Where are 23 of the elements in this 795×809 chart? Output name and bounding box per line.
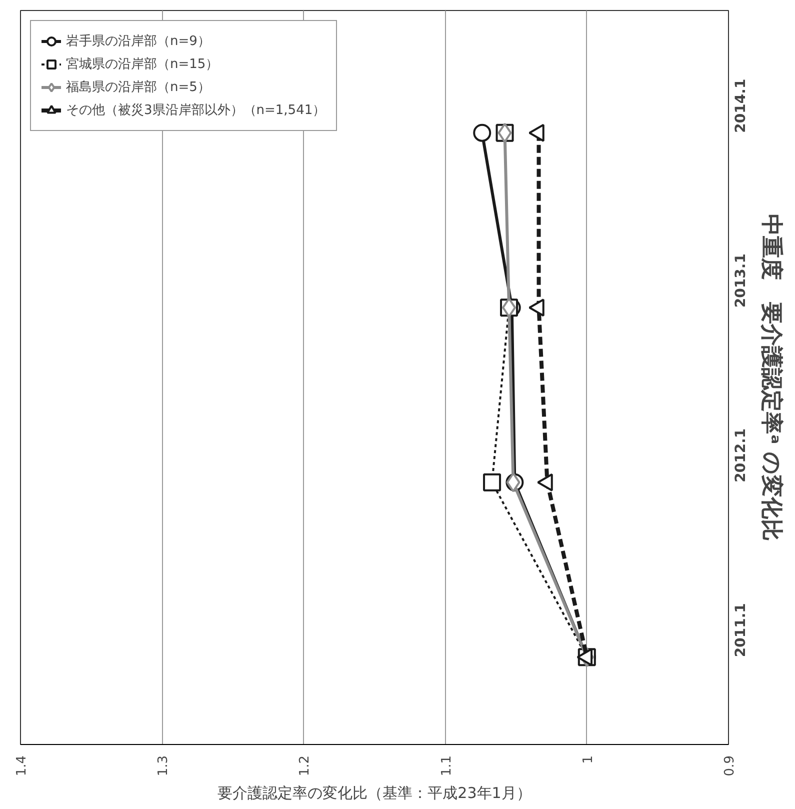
- point: [506, 472, 520, 492]
- legend-label: 福島県の沿岸部（n=5）: [66, 79, 210, 96]
- x-tick-label: 1.4: [14, 755, 30, 776]
- point: [528, 298, 544, 317]
- legend-label: 岩手県の沿岸部（n=9）: [66, 33, 210, 50]
- text: 中重度 要介護認定率ᵃ の変化比: [758, 214, 784, 541]
- x-tick-label: 1.3: [156, 755, 172, 776]
- point: [483, 473, 502, 492]
- legend-label: 宮城県の沿岸部（n=15）: [66, 56, 219, 73]
- point: [473, 124, 492, 142]
- y-tick-label: 2013.1: [733, 254, 749, 308]
- point: [537, 473, 553, 492]
- legend-label: その他（被災3県沿岸部以外）（n=1,541）: [66, 102, 326, 119]
- y-tick-label: 2011.1: [733, 603, 749, 658]
- x-tick-label: 1: [580, 755, 596, 764]
- x-axis-title: 要介護認定率の変化比（基準：平成23年1月）: [218, 784, 532, 802]
- y-tick-label: 2014.1: [733, 78, 749, 133]
- x-tick-label: 0.9: [722, 755, 738, 776]
- x-tick-label: 1.1: [439, 755, 454, 776]
- x-tick-label: 1.2: [298, 755, 313, 776]
- point: [528, 124, 544, 142]
- y-tick-label: 2012.1: [733, 428, 749, 482]
- point: [576, 648, 593, 666]
